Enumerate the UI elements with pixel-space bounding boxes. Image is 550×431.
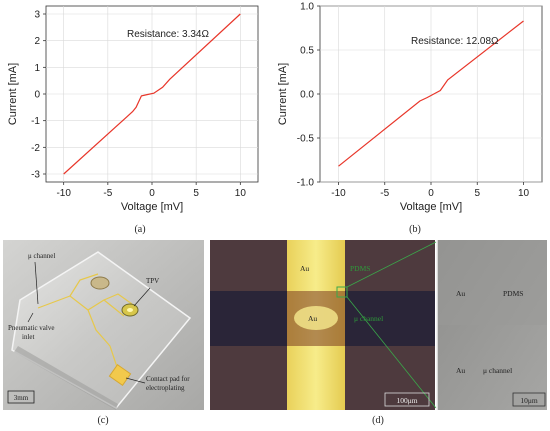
chart-a-series-line: [63, 13, 241, 175]
chart-a-ytick-label: -1: [31, 116, 40, 127]
label-au-top: Au: [300, 264, 309, 273]
chart-b-xtick-label: 5: [474, 188, 480, 199]
chart-b-ticks: -10 -5 0 5 10 -1.0 -0.5 0.0 0.5 1.0: [297, 2, 530, 200]
chart-b-ytick-label: 1.0: [300, 2, 314, 13]
label-pdms: PDMS: [350, 264, 370, 273]
chart-a-ytick-label: 2: [34, 36, 40, 47]
label-au-mid: Au: [308, 314, 317, 323]
chart-b-ytick-label: -0.5: [297, 134, 315, 145]
chart-b-xtick-label: -5: [380, 188, 389, 199]
gold-traces: [37, 273, 133, 377]
chart-b-ytick-label: 0.5: [300, 46, 314, 57]
chart-a-xtick-label: 5: [193, 188, 199, 199]
chart-b-caption: (b): [409, 224, 421, 235]
chart-a-ytick-label: -2: [31, 143, 40, 154]
zoom-label-au2: Au: [456, 366, 465, 375]
photo-c-caption: (c): [97, 415, 108, 426]
chart-a-ytick-label: 1: [34, 63, 40, 74]
scale-bar-d-right: [512, 392, 546, 407]
label-mu-channel: μ channel: [28, 252, 55, 260]
chart-a-ytick-label: 3: [34, 10, 40, 21]
label-pneumatic-line2: inlet: [22, 333, 34, 341]
scale-bar-d-left: [384, 392, 430, 407]
chart-a-xtick-label: -5: [103, 188, 112, 199]
zoom-label-pdms: PDMS: [503, 289, 523, 298]
scale-bar-c: [7, 390, 35, 404]
chart-a-xtick-label: -10: [56, 188, 71, 199]
chart-a-xtick-label: 10: [235, 188, 247, 199]
scale-label-c: 3mm: [14, 394, 29, 402]
label-pneumatic-line1: Pneumatic valve: [8, 324, 54, 332]
chart-a-ytick-label: 0: [34, 90, 40, 101]
chart-a-ytick-label: -3: [31, 170, 40, 181]
chart-b-ylabel: Current [mA]: [277, 63, 289, 125]
chart-b-xtick-label: -10: [331, 188, 346, 199]
chart-b-annotation: Resistance: 12.08Ω: [411, 36, 499, 47]
chart-b-ytick-label: -1.0: [297, 178, 315, 189]
zoom-label-au: Au: [456, 289, 465, 298]
label-contact-line2: electroplating: [146, 384, 185, 392]
scale-label-d-right: 10μm: [520, 396, 538, 405]
photo-d: Au Au PDMS μ channel 100μm Au PDMS Au μ …: [210, 240, 547, 426]
chart-b-grid: [320, 5, 542, 183]
chart-a-xlabel: Voltage [mV]: [121, 201, 183, 213]
photo-c: μ channel TPV Pneumatic valve inlet Cont…: [3, 240, 204, 426]
chart-b: -10 -5 0 5 10 -1.0 -0.5 0.0 0.5 1.0 Resistance: 1…: [277, 2, 543, 235]
chart-b-xtick-label: 0: [428, 188, 434, 199]
scale-label-d-left: 100μm: [396, 396, 417, 405]
label-d-mu-channel: μ channel: [354, 314, 383, 323]
photo-d-caption: (d): [372, 415, 384, 426]
chart-b-xlabel: Voltage [mV]: [400, 201, 462, 213]
label-tpv: TPV: [146, 277, 159, 285]
chart-a-annotation: Resistance: 3.34Ω: [127, 29, 209, 40]
chart-b-series-line: [338, 20, 524, 167]
chart-a-ylabel: Current [mA]: [7, 63, 19, 125]
contact-pad: [108, 363, 132, 387]
chart-b-ytick-label: 0.0: [300, 90, 314, 101]
label-contact-line1: Contact pad for: [146, 375, 190, 383]
zoom-label-channel: μ channel: [483, 366, 512, 375]
valve-droplet: [90, 276, 110, 290]
chart-a-xtick-label: 0: [149, 188, 155, 199]
chart-b-xtick-label: 10: [518, 188, 530, 199]
chart-a-caption: (a): [134, 224, 145, 235]
